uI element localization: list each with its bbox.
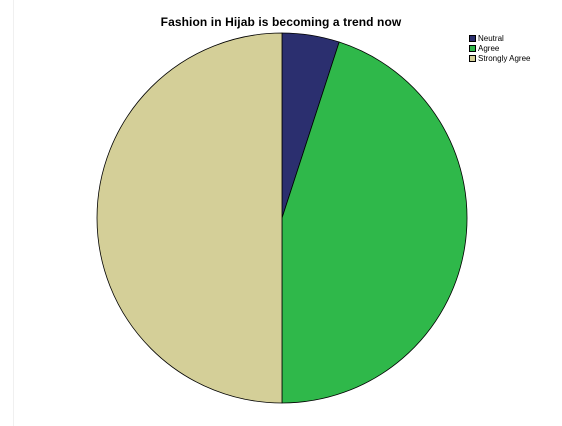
legend-label-agree: Agree	[478, 44, 500, 53]
legend-label-neutral: Neutral	[478, 34, 504, 43]
pie-slice-agree	[281, 41, 468, 404]
pie-slice-strongly-agree	[96, 32, 283, 404]
legend-item-strongly-agree: Strongly Agree	[469, 54, 530, 63]
pie-slices	[96, 32, 468, 404]
legend-item-agree: Agree	[469, 44, 530, 53]
legend-swatch-neutral	[469, 35, 476, 42]
legend-swatch-agree	[469, 45, 476, 52]
legend-swatch-strongly-agree	[469, 55, 476, 62]
legend-item-neutral: Neutral	[469, 34, 530, 43]
chart-legend: Neutral Agree Strongly Agree	[469, 34, 530, 64]
frame-edge	[13, 0, 14, 426]
chart-title: Fashion in Hijab is becoming a trend now	[160, 15, 402, 29]
legend-label-strongly-agree: Strongly Agree	[478, 54, 531, 63]
